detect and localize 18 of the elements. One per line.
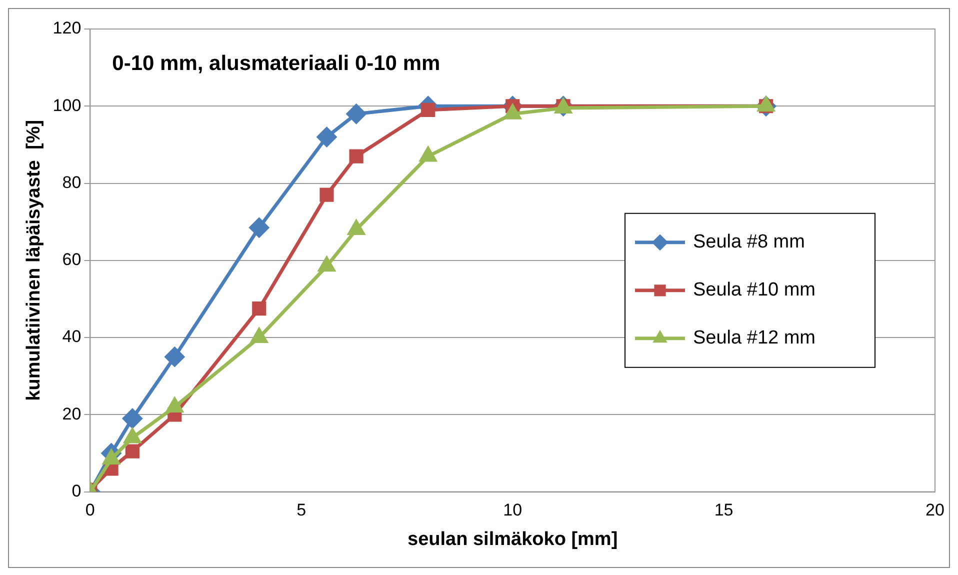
x-tick-label: 15 xyxy=(714,500,734,520)
legend-label: Seula #10 mm xyxy=(693,280,816,301)
text: 0-10 mm, alusmateriaali 0-10 mm xyxy=(112,52,440,75)
y-tick-label: 20 xyxy=(62,404,82,424)
y-tick-label: 120 xyxy=(52,18,82,38)
legend-label: Seula #8 mm xyxy=(693,232,805,253)
y-tick-label: 0 xyxy=(72,481,82,500)
x-tick-label: 20 xyxy=(926,500,944,520)
x-tick-label: 10 xyxy=(503,500,522,520)
x-tick-label: 5 xyxy=(296,500,306,520)
y-tick-label: 60 xyxy=(62,250,82,270)
y-tick-label: 100 xyxy=(52,96,82,115)
y-axis-title: kumulatiivinen läpäisyaste [%] xyxy=(24,120,45,401)
legend-label: Seula #12 mm xyxy=(693,328,816,349)
x-axis-title: seulan silmäkoko [mm] xyxy=(408,528,618,550)
y-tick-label: 40 xyxy=(62,327,82,346)
x-tick-label: 0 xyxy=(85,500,95,520)
y-tick-label: 80 xyxy=(62,172,82,192)
